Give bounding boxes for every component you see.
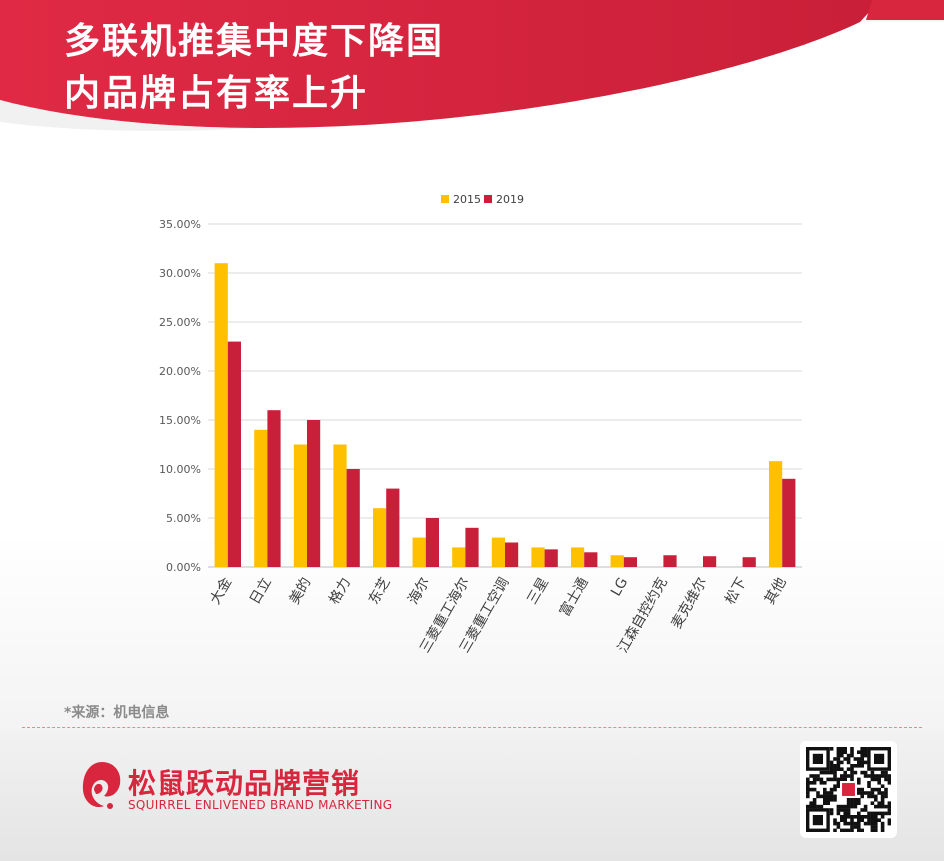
x-tick-label: 其他	[762, 575, 790, 607]
bar-2019-9	[584, 552, 598, 567]
qr-code-icon	[806, 747, 891, 832]
qr-code-card	[800, 741, 897, 838]
bar-2019-2	[307, 420, 321, 567]
bar-2015-5	[412, 537, 426, 567]
bar-chart: 0.00% 5.00% 10.00% 15.00% 20.00% 25.00% 30.00%…	[159, 193, 802, 656]
squirrel-logo-icon	[82, 762, 121, 809]
y-tick-label: 0.00%	[166, 561, 201, 574]
y-tick-label: 25.00%	[159, 316, 201, 329]
y-tick-label: 5.00%	[166, 512, 201, 525]
x-tick-label: 麦克维尔	[669, 575, 711, 631]
bar-2019-10	[623, 557, 637, 567]
bar-2019-12	[703, 556, 717, 567]
bar-2015-0	[214, 263, 228, 567]
bar-2015-10	[610, 555, 624, 567]
x-tick-label: 大金	[207, 575, 235, 607]
footer	[0, 728, 944, 861]
bar-2015-7	[491, 537, 505, 567]
x-tick-label: 富士通	[556, 575, 592, 620]
bar-2019-13	[742, 557, 756, 567]
legend-swatch-2015	[441, 195, 449, 203]
page-title: 多联机推集中度下降国 内品牌占有率上升	[64, 16, 444, 120]
brand-name-cn: 松鼠跃动品牌营销	[128, 767, 361, 800]
footer-divider	[22, 727, 922, 728]
bar-2019-1	[267, 410, 281, 567]
bar-2015-6	[452, 547, 466, 567]
legend-swatch-2019	[484, 195, 492, 203]
legend-label-2019: 2019	[496, 193, 524, 206]
x-tick-label: 东芝	[366, 575, 394, 607]
source-note: *来源：机电信息	[64, 705, 170, 721]
legend-label-2015: 2015	[453, 193, 481, 206]
x-tick-label: 海尔	[405, 575, 433, 607]
x-tick-label: 美的	[287, 575, 315, 607]
title-line-1: 多联机推集中度下降国	[64, 21, 445, 62]
bar-2019-11	[663, 555, 677, 567]
header-banner	[0, 0, 944, 131]
x-tick-label: 三星	[524, 575, 552, 607]
title-line-2: 内品牌占有率上升	[64, 73, 369, 114]
y-tick-label: 35.00%	[159, 218, 201, 231]
bar-2019-14	[782, 478, 796, 567]
bar-2015-9	[571, 547, 585, 567]
bar-2015-4	[373, 508, 387, 567]
bar-2019-4	[386, 488, 400, 567]
bar-2019-7	[505, 542, 519, 567]
bar-2019-0	[227, 341, 241, 567]
x-tick-label: LG	[608, 575, 631, 599]
bar-2015-14	[769, 461, 783, 567]
x-tick-label: 格力	[326, 575, 354, 607]
bar-2019-6	[465, 527, 479, 567]
y-tick-label: 30.00%	[159, 267, 201, 280]
bar-2019-5	[425, 518, 439, 567]
bar-2019-8	[544, 549, 558, 567]
bar-2015-3	[333, 444, 347, 567]
brand-name-en: SQUIRREL ENLIVENED BRAND MARKETING	[128, 798, 393, 812]
y-tick-label: 10.00%	[159, 463, 201, 476]
bar-2015-2	[293, 444, 307, 567]
y-tick-label: 20.00%	[159, 365, 201, 378]
y-tick-label: 15.00%	[159, 414, 201, 427]
bar-2015-1	[254, 429, 268, 567]
x-tick-label: 日立	[247, 575, 275, 607]
bar-2019-3	[346, 469, 360, 567]
x-tick-label: 松下	[722, 575, 750, 607]
bar-2015-8	[531, 547, 545, 567]
